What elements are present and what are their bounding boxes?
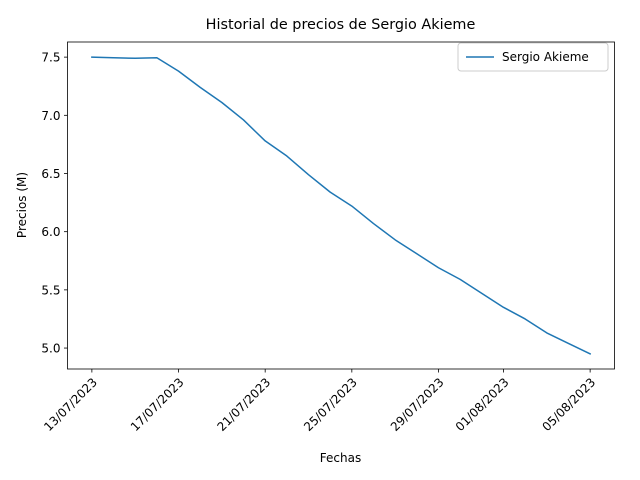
y-tick-label: 5.5 xyxy=(41,283,60,297)
y-axis-title: Precios (M) xyxy=(15,172,29,238)
series-line-0 xyxy=(91,56,592,355)
legend-label: Sergio Akieme xyxy=(502,50,589,64)
y-tick-label: 5.0 xyxy=(41,342,60,356)
y-tick-label: 7.5 xyxy=(41,51,60,65)
x-axis-title: Fechas xyxy=(320,451,361,465)
y-axis: 5.0 5.5 6.0 6.5 7.0 7.5 xyxy=(41,51,68,356)
y-tick-label: 7.0 xyxy=(41,109,60,123)
plot-frame xyxy=(67,41,615,370)
plot-area xyxy=(91,56,592,355)
chart-title: Historial de precios de Sergio Akieme xyxy=(206,17,476,33)
legend-box xyxy=(457,42,609,72)
y-tick-label: 6.5 xyxy=(41,167,60,181)
y-tick-label: 6.0 xyxy=(41,225,60,239)
legend: Sergio Akieme xyxy=(457,42,609,72)
